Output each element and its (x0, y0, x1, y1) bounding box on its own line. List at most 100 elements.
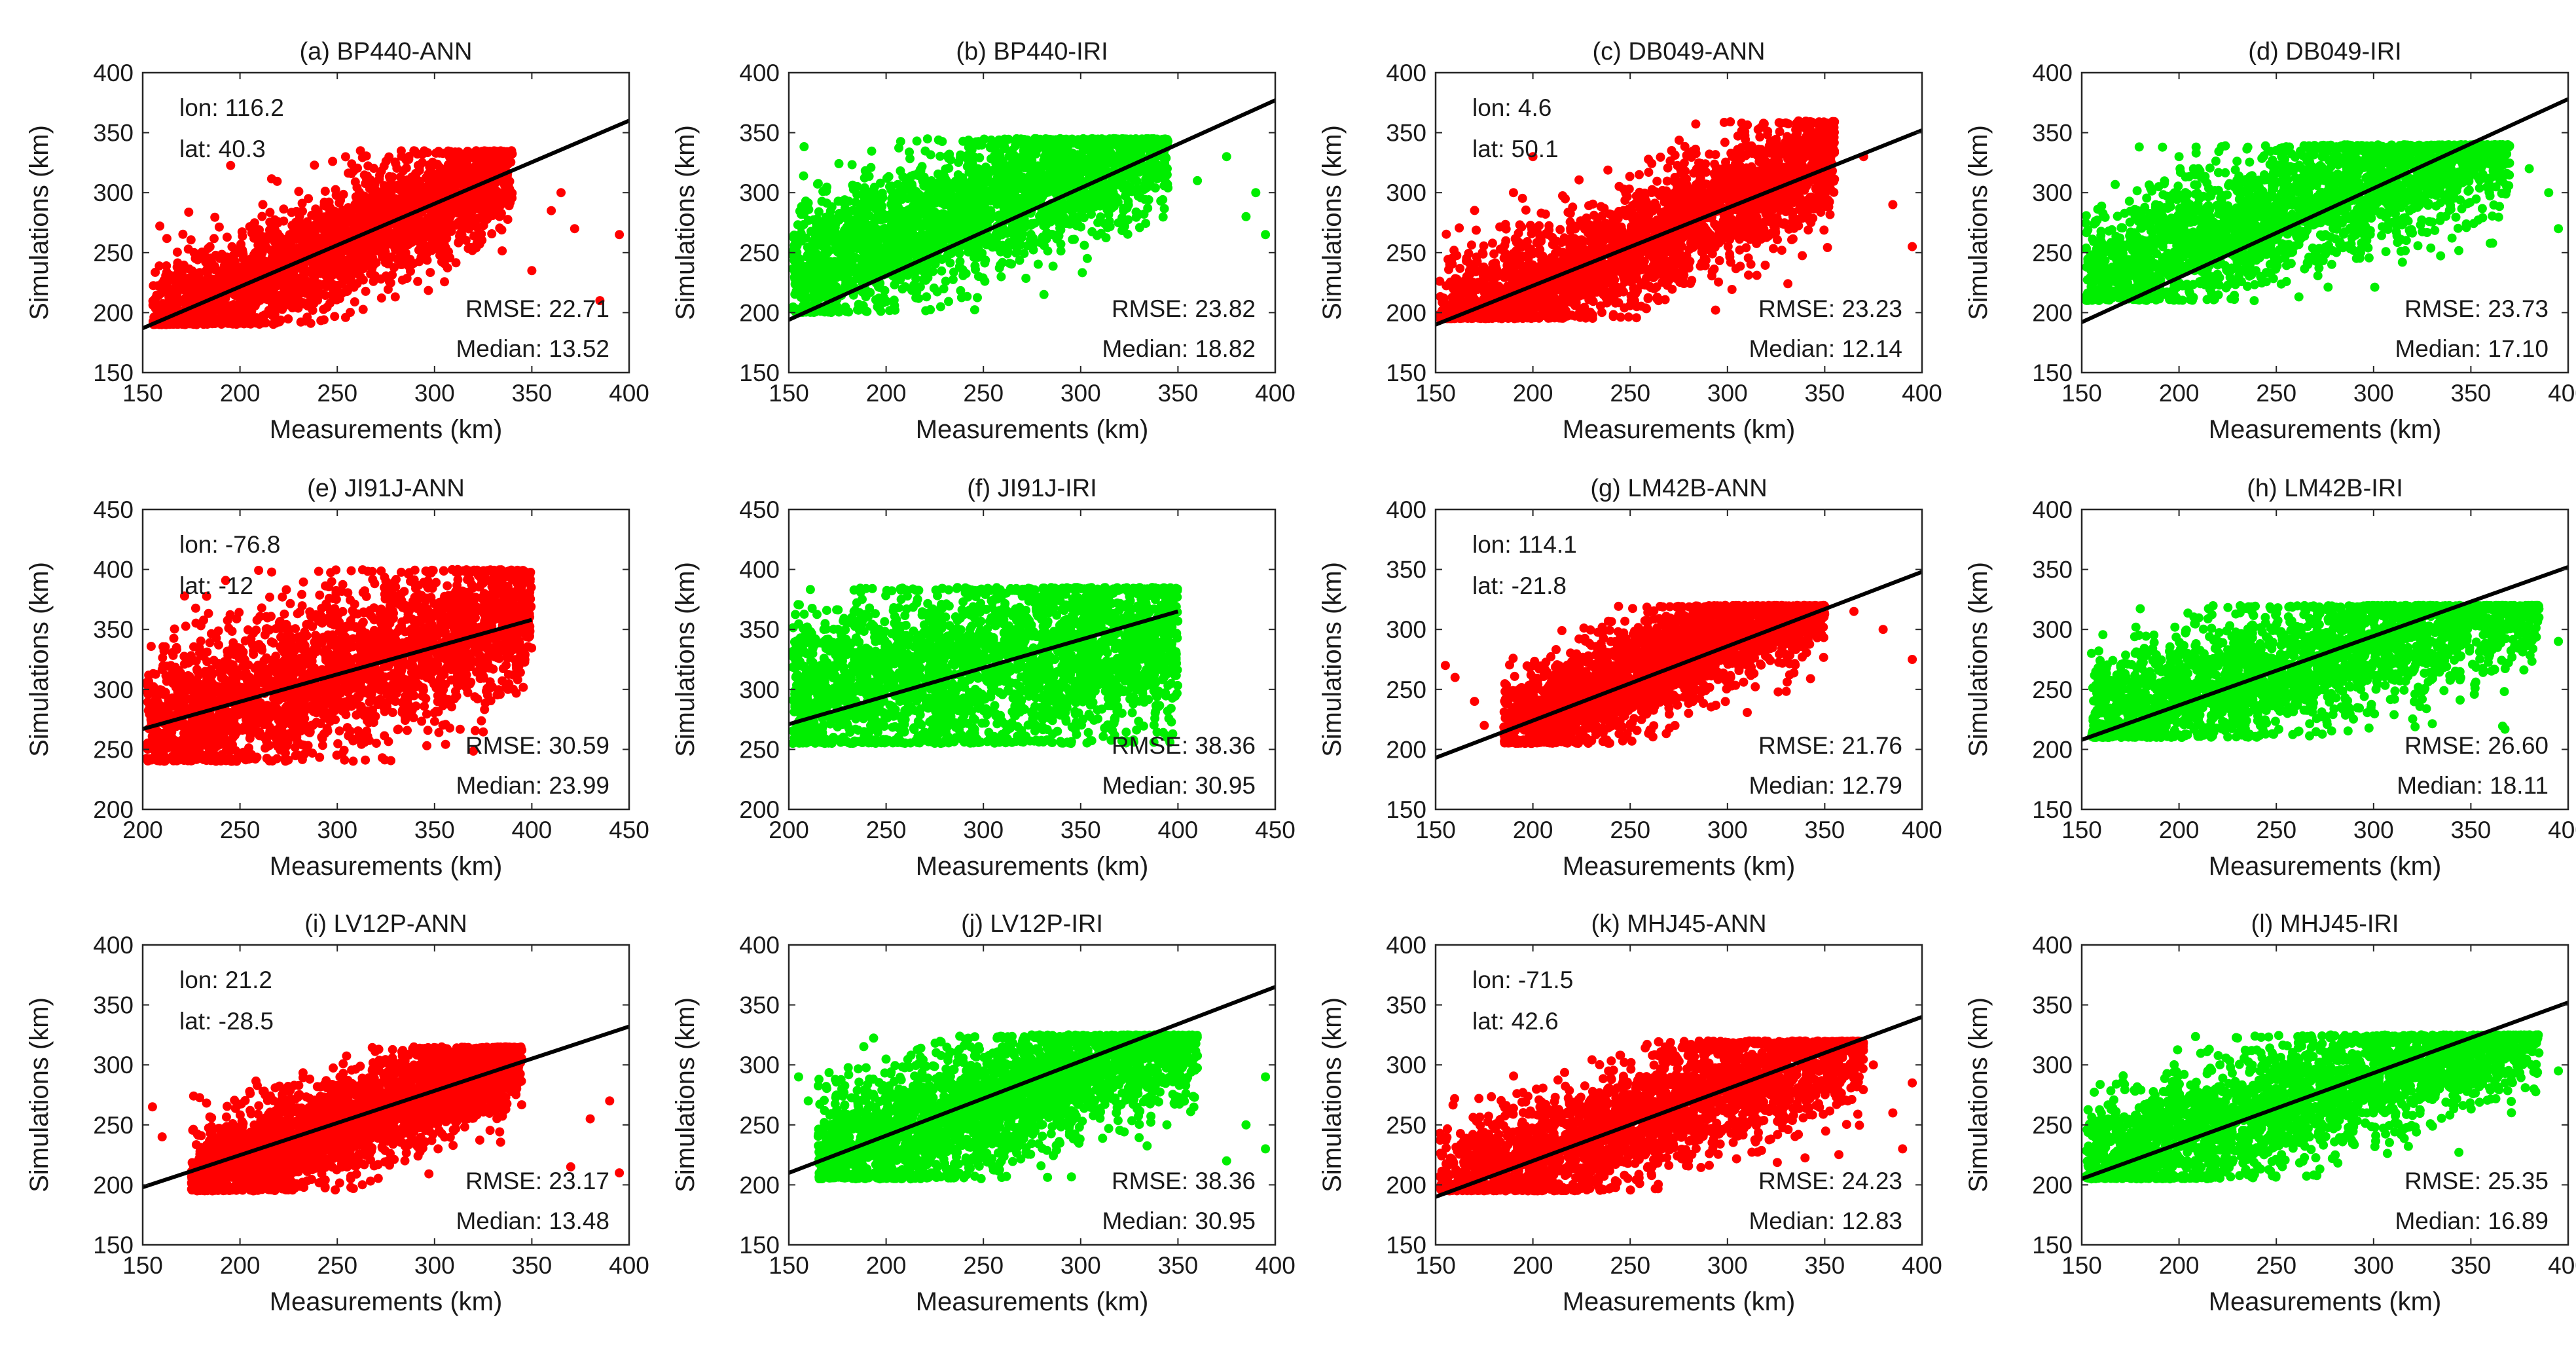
scatter-point (155, 221, 165, 231)
scatter-point (334, 217, 344, 227)
scatter-point (213, 277, 223, 287)
scatter-point (1087, 227, 1097, 236)
scatter-point (250, 301, 260, 310)
scatter-point (789, 244, 799, 254)
scatter-point (308, 230, 317, 240)
scatter-point (198, 304, 208, 314)
scatter-point (497, 225, 507, 235)
scatter-point (919, 181, 929, 191)
scatter-point (340, 152, 350, 162)
scatter-point (1056, 225, 1066, 234)
axes-box (141, 71, 630, 374)
lon-annotation: lon: 116.2 (179, 94, 284, 121)
scatter-point (342, 227, 352, 237)
y-tick-label: 200 (93, 299, 134, 326)
scatter-point (873, 211, 882, 221)
scatter-point (166, 290, 175, 300)
scatter-point (801, 233, 810, 243)
scatter-point (935, 302, 945, 312)
scatter-point (379, 181, 389, 191)
x-tick-label: 150 (122, 380, 163, 407)
scatter-point (1093, 217, 1103, 227)
scatter-point (253, 314, 262, 324)
scatter-point (942, 223, 952, 232)
scatter-point (370, 271, 380, 281)
scatter-point (407, 175, 416, 185)
scatter-point (896, 166, 905, 175)
scatter-point (280, 249, 290, 259)
scatter-point (1007, 259, 1017, 269)
scatter-points (148, 146, 625, 329)
scatter-point (1019, 214, 1029, 224)
scatter-point (367, 191, 377, 201)
scatter-point (226, 160, 236, 170)
scatter-point (1000, 144, 1009, 154)
scatter-point (304, 194, 314, 204)
scatter-point (822, 282, 831, 292)
scatter-point (319, 304, 329, 314)
scatter-point (885, 306, 894, 316)
scatter-point (970, 305, 979, 315)
scatter-point (926, 176, 936, 185)
scatter-point (941, 276, 951, 286)
scatter-point (262, 243, 272, 253)
scatter-point (193, 255, 202, 265)
scatter-point (890, 189, 900, 198)
scatter-point (160, 320, 170, 329)
scatter-point (996, 240, 1006, 250)
scatter-point (952, 210, 962, 220)
scatter-point (279, 204, 289, 214)
scatter-point (803, 284, 812, 293)
x-tick-label: 350 (512, 380, 553, 407)
scatter-point (496, 191, 505, 201)
scatter-point (206, 282, 216, 292)
scatter-point (970, 153, 979, 162)
scatter-point (259, 310, 269, 320)
scatter-point (896, 225, 906, 234)
scatter-point (1033, 259, 1043, 269)
scatter-point (245, 286, 255, 295)
scatter-point (156, 305, 166, 315)
y-axis-label: Simulations (km) (25, 125, 54, 320)
scatter-point (198, 289, 208, 299)
scatter-point (462, 168, 472, 177)
scatter-point (897, 238, 907, 248)
scatter-point (238, 231, 247, 241)
scatter-point (365, 249, 374, 259)
scatter-point (905, 147, 914, 157)
scatter-point (1159, 204, 1169, 213)
scatter-point (487, 229, 497, 238)
scatter-point (990, 164, 1000, 174)
scatter-point (410, 146, 420, 156)
scatter-point (361, 286, 371, 296)
scatter-point (1158, 212, 1168, 222)
scatter-point (448, 154, 458, 164)
scatter-point (355, 191, 365, 200)
scatter-point (288, 292, 298, 302)
scatter-point (1140, 194, 1150, 204)
scatter-point (162, 234, 172, 244)
scatter-point (996, 272, 1006, 282)
scatter-point (179, 285, 189, 295)
scatter-point (313, 282, 323, 292)
scatter-point (319, 255, 329, 265)
scatter-point (1051, 135, 1061, 145)
scatter-point (396, 250, 405, 259)
scatter-point (941, 164, 951, 174)
scatter-point (1058, 206, 1068, 216)
scatter-point (209, 317, 219, 327)
scatter-point (1083, 169, 1093, 179)
scatter-point (396, 146, 406, 156)
scatter-point (280, 301, 289, 311)
scatter-point (884, 172, 894, 181)
scatter-point (210, 212, 220, 222)
scatter-point (172, 248, 182, 257)
outlier-point (547, 206, 556, 215)
outlier-point (615, 230, 625, 240)
panel-title: (b) BP440-IRI (956, 38, 1108, 65)
scatter-point (295, 297, 305, 307)
scatter-point (253, 240, 263, 250)
scatter-point (1125, 172, 1135, 182)
scatter-point (185, 264, 194, 274)
scatter-point (222, 232, 232, 242)
